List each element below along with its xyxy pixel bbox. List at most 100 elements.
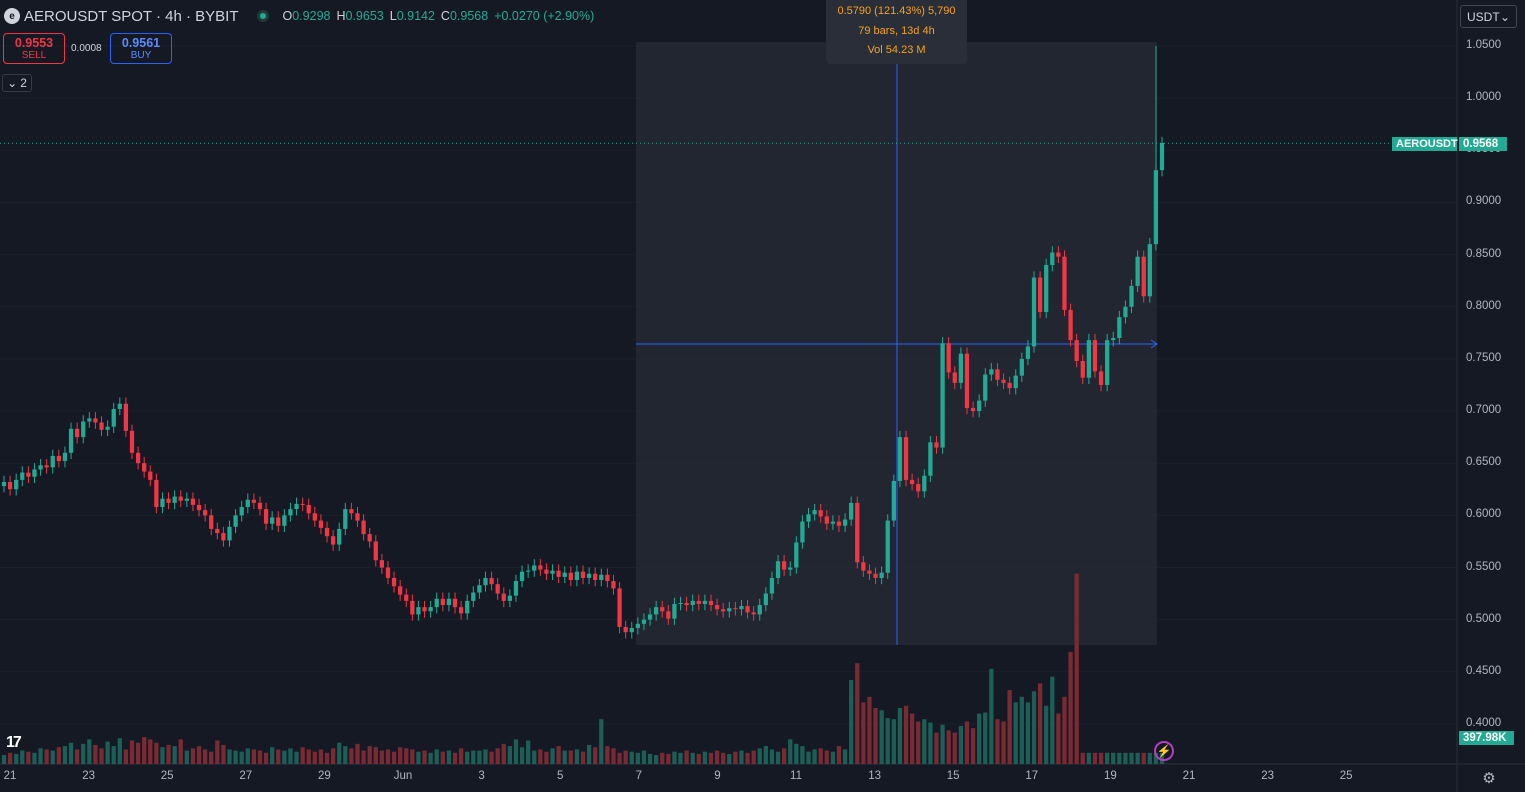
volume-bar — [166, 744, 171, 764]
candle-body — [75, 428, 80, 438]
candle-body — [398, 586, 403, 595]
candle-body — [611, 581, 616, 589]
price-axis-label: 0.8500 — [1466, 247, 1502, 260]
volume-bar — [794, 743, 799, 764]
candle-body — [87, 418, 92, 422]
volume-bar — [1056, 713, 1061, 764]
volume-bar — [727, 753, 732, 764]
volume-bar — [556, 746, 561, 764]
candle-body — [428, 607, 433, 612]
volume-bar — [117, 738, 122, 764]
volume-bar — [964, 721, 970, 764]
candle-body — [1031, 277, 1037, 347]
candle-body — [282, 515, 287, 526]
candle-body — [605, 574, 610, 582]
volume-bar — [1080, 752, 1085, 764]
symbol-title[interactable]: AEROUSDT SPOT · 4h · BYBIT — [24, 7, 239, 25]
currency-select[interactable]: USDT ⌄ — [1460, 5, 1517, 28]
candle-body — [1050, 252, 1055, 266]
volume-bar — [282, 750, 287, 764]
measure-tool[interactable] — [636, 42, 1158, 645]
volume-bar — [483, 749, 488, 764]
volume-bar — [404, 748, 409, 764]
indicators-toggle-button[interactable]: ⌄ 2 — [2, 74, 32, 92]
volume-bar — [471, 750, 476, 764]
gear-icon[interactable]: ⚙ — [1482, 770, 1496, 787]
high-value: 0.9653 — [345, 9, 384, 23]
volume-bar — [983, 712, 988, 764]
volume-bar — [745, 752, 750, 764]
candle-body — [172, 496, 177, 503]
volume-bar — [714, 750, 720, 764]
volume-bar — [586, 744, 592, 764]
candle-body — [452, 598, 458, 608]
candle-body — [855, 502, 860, 563]
candle-body — [93, 418, 98, 423]
candle-body — [477, 585, 482, 593]
candle-body — [458, 607, 464, 614]
candle-body — [117, 403, 122, 409]
volume-bar — [129, 740, 135, 764]
candle-body — [62, 452, 68, 462]
volume-bar — [769, 749, 775, 764]
volume-bar — [99, 748, 104, 764]
time-axis-label: 21 — [3, 770, 17, 782]
volume-bar — [781, 748, 787, 764]
volume-bar — [946, 730, 951, 764]
candle-body — [416, 607, 421, 615]
candle-body — [599, 574, 604, 581]
volume-bar — [1001, 721, 1006, 764]
candle-body — [501, 593, 506, 601]
candle-body — [483, 577, 488, 586]
volume-bar — [373, 747, 378, 764]
time-axis-label: 13 — [868, 770, 881, 782]
volume-bar — [1153, 752, 1159, 764]
price-axis-label: 0.4000 — [1466, 716, 1502, 729]
volume-bar — [410, 749, 415, 764]
candle-body — [495, 584, 500, 594]
volume-bar — [324, 752, 330, 764]
market-status-icon[interactable] — [256, 10, 269, 22]
buy-button[interactable]: 0.9561 BUY — [110, 33, 172, 64]
volume-bar — [385, 749, 391, 764]
candle-body — [568, 572, 573, 581]
volume-bar — [379, 750, 385, 764]
candle-body — [556, 570, 561, 577]
volume-bar — [1141, 752, 1146, 764]
candle-body — [123, 403, 129, 431]
volume-bar — [355, 743, 360, 764]
volume-bar — [458, 748, 464, 764]
candle-body — [721, 609, 726, 612]
volume-bar — [105, 741, 110, 764]
indicator-count: 2 — [20, 76, 27, 90]
candle-body — [294, 503, 299, 510]
candle-body — [68, 428, 74, 453]
volume-bar — [1105, 752, 1110, 764]
volume-bar — [824, 750, 829, 764]
time-axis-label: 19 — [1103, 770, 1117, 782]
buy-price: 0.9561 — [121, 36, 161, 50]
volume-bar — [861, 702, 866, 764]
price-axis-label: 0.8000 — [1466, 299, 1502, 312]
candle-body — [300, 503, 305, 505]
candle-body — [135, 452, 141, 464]
candle-body — [666, 611, 671, 619]
candle-body — [1129, 285, 1134, 307]
volume-bar — [452, 752, 458, 764]
candle-body — [312, 513, 317, 521]
candle-body — [641, 619, 647, 624]
volume-bar — [142, 737, 147, 764]
candle-body — [629, 627, 634, 633]
lightning-icon[interactable]: ⚡ — [1154, 741, 1174, 761]
price-axis-label: 0.5500 — [1466, 560, 1502, 573]
sell-button[interactable]: 0.9553 SELL — [3, 33, 65, 64]
change-value: +0.0270 (+2.90%) — [494, 9, 595, 23]
candle-body — [733, 608, 738, 610]
volume-bar — [958, 725, 964, 764]
price-axis-label: 0.4500 — [1466, 664, 1502, 677]
volume-bar — [50, 750, 55, 764]
volume-bar — [81, 743, 86, 764]
tv-logo[interactable]: 17 — [6, 734, 22, 751]
volume-bar — [550, 748, 555, 764]
